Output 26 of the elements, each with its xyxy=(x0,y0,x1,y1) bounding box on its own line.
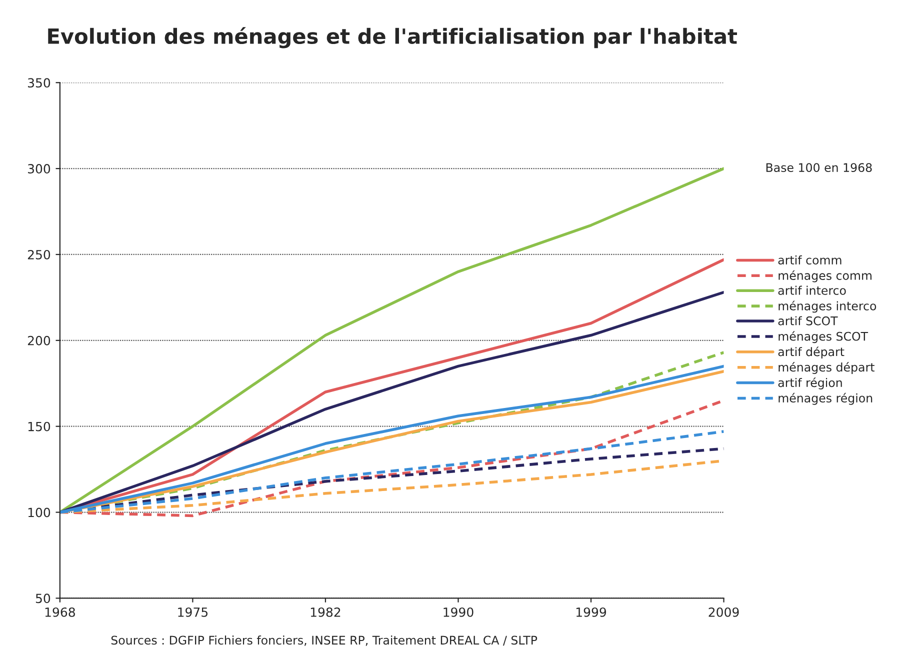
y-tick-label: 250 xyxy=(28,250,50,260)
x-tick-label: 2009 xyxy=(708,607,739,617)
legend-label: ménages interco xyxy=(778,300,876,313)
y-tick-label: 50 xyxy=(36,594,50,604)
legend-label: artif départ xyxy=(778,346,844,359)
y-tick-label: 150 xyxy=(28,422,50,432)
x-tick-label: 1975 xyxy=(178,607,208,617)
x-tick-label: 1968 xyxy=(45,607,75,617)
y-tick-label: 350 xyxy=(28,78,50,88)
x-tick-label: 1990 xyxy=(444,607,474,617)
legend-label: ménages départ xyxy=(778,362,874,374)
y-tick-label: 200 xyxy=(28,336,50,346)
legend-label: ménages SCOT xyxy=(778,331,868,344)
legend-label: artif comm xyxy=(778,255,842,265)
x-tick-label: 1982 xyxy=(310,607,340,617)
chart-title: Evolution des ménages et de l'artificialisation par l'habitat xyxy=(48,27,737,48)
x-tick-label: 1999 xyxy=(576,607,606,617)
source-note: Sources : DGFIP Fichiers fonciers, INSEE RP, Traitement DREAL CA / SLTP xyxy=(111,636,538,646)
legend-label: ménages région xyxy=(778,392,872,405)
legend-label: artif région xyxy=(778,377,842,390)
legend-label: artif interco xyxy=(778,286,846,295)
text: Base 100 en 1968 xyxy=(766,163,872,172)
legend-label: artif SCOT xyxy=(778,316,838,326)
y-tick-label: 100 xyxy=(28,508,50,518)
legend-label: ménages comm xyxy=(778,270,872,282)
y-tick-label: 300 xyxy=(28,164,50,174)
